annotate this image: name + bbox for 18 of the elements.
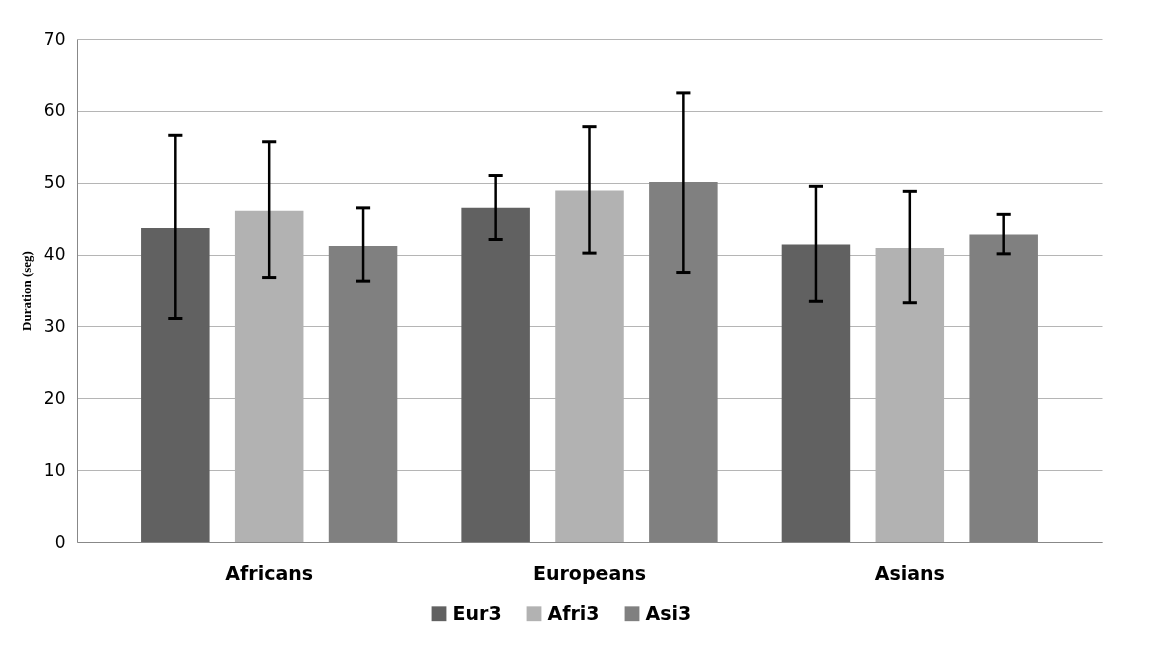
bar [461,207,530,542]
x-tick-label: Africans [225,561,314,584]
y-tick-label: 40 [43,244,66,265]
legend-label: Eur3 [452,601,502,624]
y-tick-label: 70 [43,28,66,49]
bar [781,244,851,542]
y-tick-label: 50 [43,172,66,193]
y-tick-label: 20 [43,387,66,408]
y-axis-title: Duration (seg) [18,251,34,331]
legend-label: Afri3 [547,601,600,624]
y-tick-label: 0 [54,531,66,552]
x-tick-label: Europeans [532,561,647,584]
x-tick-label: Asians [874,561,945,584]
y-tick-label: 60 [43,100,66,121]
legend-label: Asi3 [645,601,692,624]
bar [141,227,210,542]
y-tick-label: 10 [43,459,66,480]
y-tick-label: 30 [43,315,66,336]
